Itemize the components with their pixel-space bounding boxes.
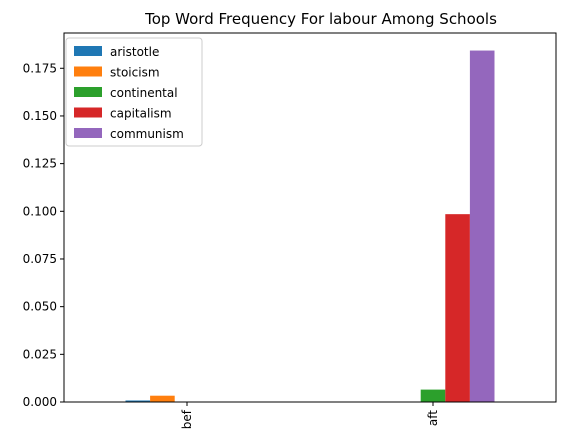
y-tick-label: 0.175 — [23, 61, 57, 75]
legend-box — [65, 37, 203, 147]
y-tick-label: 0.075 — [23, 252, 57, 266]
chart-title: Top Word Frequency For labour Among Scho… — [144, 10, 497, 28]
plot-frame — [63, 32, 557, 403]
y-tick-label: 0.025 — [23, 347, 57, 361]
y-tick-label: 0.000 — [23, 395, 57, 409]
legend-label-stoicism: stoicism — [110, 66, 160, 80]
bar-capitalism-aft — [445, 214, 470, 402]
x-axis: bef aft — [180, 402, 440, 429]
y-tick-label: 0.100 — [23, 204, 57, 218]
bar-continental-aft — [420, 389, 446, 402]
y-axis: 0.000 0.025 0.050 0.075 0.100 0.125 0.150 0.175 — [23, 61, 64, 409]
x-tick-label: aft — [426, 410, 440, 426]
x-tick-label: bef — [180, 409, 194, 429]
y-tick-label: 0.150 — [23, 109, 57, 123]
legend-swatch-communism — [74, 128, 102, 138]
legend-swatch-continental — [74, 87, 102, 97]
legend-label-continental: continental — [110, 86, 178, 100]
legend-swatch-capitalism — [74, 107, 102, 118]
legend: aristotle stoicism continental capitalism co… — [65, 37, 203, 147]
bar-stoicism-bef — [150, 395, 175, 402]
legend-label-communism: communism — [110, 127, 184, 141]
legend-label-capitalism: capitalism — [110, 107, 172, 121]
bar-aristotle-bef — [125, 400, 151, 402]
legend-swatch-aristotle — [74, 46, 102, 56]
y-tick-label: 0.050 — [23, 300, 57, 314]
legend-label-aristotle: aristotle — [110, 45, 159, 59]
bars-group — [125, 50, 495, 402]
legend-swatch-stoicism — [74, 66, 102, 77]
y-tick-label: 0.125 — [23, 157, 57, 171]
bar-communism-aft — [469, 50, 495, 402]
